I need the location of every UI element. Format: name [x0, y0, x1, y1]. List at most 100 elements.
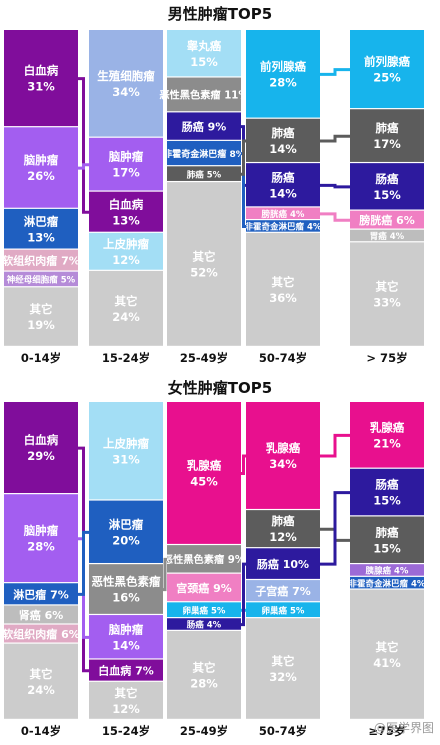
segment-value: 25% [373, 71, 401, 85]
segment-label: 其它 [115, 686, 138, 700]
bar-segment-乳腺癌 [246, 402, 320, 509]
age-group-label: 50-74岁 [259, 724, 307, 738]
segment-value: 12% [112, 702, 140, 716]
age-group-label: 25-49岁 [180, 724, 228, 738]
bar-segment-卵巢癌 [246, 602, 320, 618]
age-group-label: 0-14岁 [21, 724, 61, 738]
bar-segment-肺癌 [246, 118, 320, 162]
segment-label: 软组织肉瘤 6% [2, 627, 80, 641]
bar-segment-睾丸癌 [167, 30, 241, 77]
segment-label: 肺癌 [272, 126, 295, 140]
bar-segment-恶性黑色素瘤 [167, 545, 241, 573]
segment-label: 脑肿瘤 [24, 153, 59, 167]
segment-label: 肠癌 4% [186, 620, 222, 631]
bar-segment-白血病 [89, 659, 163, 681]
segment-label: 非霍奇金淋巴瘤 8% [163, 148, 245, 160]
segment-value: 41% [373, 656, 401, 670]
segment-label: 乳腺癌 [187, 459, 222, 473]
segment-value: 17% [373, 137, 401, 151]
segment-label: 肠癌 [272, 170, 295, 184]
segment-value: 14% [269, 142, 297, 156]
segment-value: 16% [112, 591, 140, 605]
segment-label: 肠癌 [376, 172, 399, 186]
segment-label: 淋巴瘤 [109, 517, 144, 531]
segment-label: 上皮肿瘤 [103, 436, 149, 450]
bar-segment-淋巴瘤 [4, 208, 78, 249]
segment-value: 32% [269, 670, 297, 684]
segment-label: 肺癌 [272, 514, 295, 528]
segment-label: 胃癌 4% [370, 231, 405, 242]
segment-value: 15% [373, 541, 401, 555]
connector-脑肿瘤 [78, 163, 89, 170]
segment-value: 12% [269, 530, 297, 544]
segment-label: 睾丸癌 [187, 39, 222, 53]
bar-segment-肺癌 [350, 516, 424, 563]
segment-label: 白血病 [109, 197, 144, 211]
connector-肠癌 [320, 491, 350, 566]
bar-segment-肺癌 [167, 166, 241, 181]
bar-segment-肺癌 [246, 510, 320, 548]
bar-segment-肠癌 [167, 112, 241, 140]
segment-value: 33% [373, 296, 401, 310]
connector-肠癌 [241, 562, 246, 627]
bar-segment-肠癌 [350, 163, 424, 210]
segment-label: 肺癌 [376, 525, 399, 539]
segment-value: 29% [27, 449, 55, 463]
segment-value: 14% [269, 186, 297, 200]
bar-segment-其它 [246, 618, 320, 719]
age-group-label: 15-24岁 [102, 724, 150, 738]
connector-恶性黑色素瘤 [163, 557, 167, 592]
connector-膀胱癌 [320, 212, 350, 222]
connector-乳腺癌 [241, 454, 246, 476]
bar-segment-其它 [167, 182, 241, 346]
bar-segment-肺癌 [350, 109, 424, 162]
connector-乳腺癌 [320, 433, 350, 458]
bar-segment-神经母细胞瘤 [4, 271, 78, 287]
bar-segment-其它 [4, 287, 78, 346]
segment-value: 26% [27, 169, 55, 183]
segment-label: 胰腺癌 4% [365, 566, 409, 577]
segment-label: 前列腺癌 [364, 55, 410, 69]
segment-value: 17% [112, 166, 140, 180]
segment-label: 神经母细胞瘤 5% [7, 275, 76, 286]
connector-淋巴瘤 [78, 530, 89, 596]
bar-segment-肠癌 [167, 618, 241, 630]
segment-value: 13% [27, 230, 55, 244]
bar-segment-前列腺癌 [350, 30, 424, 109]
segment-label: 肠癌 [376, 478, 399, 492]
bar-segment-淋巴瘤 [89, 500, 163, 563]
segment-label: 恶性黑色素瘤 9% [163, 553, 245, 566]
bar-segment-肠癌 [350, 468, 424, 516]
segment-label: 乳腺癌 [370, 420, 405, 434]
bar-segment-胃癌 [350, 229, 424, 242]
bar-segment-软组织肉瘤 [4, 624, 78, 643]
bar-segment-肠癌 [246, 548, 320, 579]
bar-segment-乳腺癌 [350, 402, 424, 468]
age-group-label: 0-14岁 [21, 351, 61, 365]
bar-segment-非霍奇金淋巴瘤 [350, 576, 424, 589]
segment-label: 白血病 [24, 64, 59, 78]
chart-title: 女性肿瘤TOP5 [168, 379, 272, 397]
bar-segment-白血病 [4, 402, 78, 494]
bar-segment-其它 [89, 681, 163, 719]
segment-label: 恶性黑色素瘤 11% [159, 89, 248, 102]
bar-segment-乳腺癌 [167, 402, 241, 544]
connector-肺癌 [241, 139, 246, 176]
segment-label: 子宫癌 7% [255, 584, 311, 598]
segment-value: 31% [112, 452, 140, 466]
bar-segment-其它 [167, 630, 241, 719]
segment-label: 其它 [115, 294, 138, 308]
bar-segment-恶性黑色素瘤 [167, 77, 241, 112]
bar-segment-其它 [350, 589, 424, 719]
segment-label: 上皮肿瘤 [103, 237, 149, 251]
bar-segment-非霍奇金淋巴瘤 [246, 220, 320, 232]
segment-value: 24% [27, 683, 55, 697]
segment-value: 15% [373, 188, 401, 202]
bar-segment-前列腺癌 [246, 30, 320, 118]
segment-value: 34% [269, 457, 297, 471]
segment-value: 24% [112, 310, 140, 324]
segment-label: 肠癌 10% [257, 557, 309, 571]
segment-value: 34% [112, 85, 140, 99]
connector-肺癌 [320, 134, 350, 143]
